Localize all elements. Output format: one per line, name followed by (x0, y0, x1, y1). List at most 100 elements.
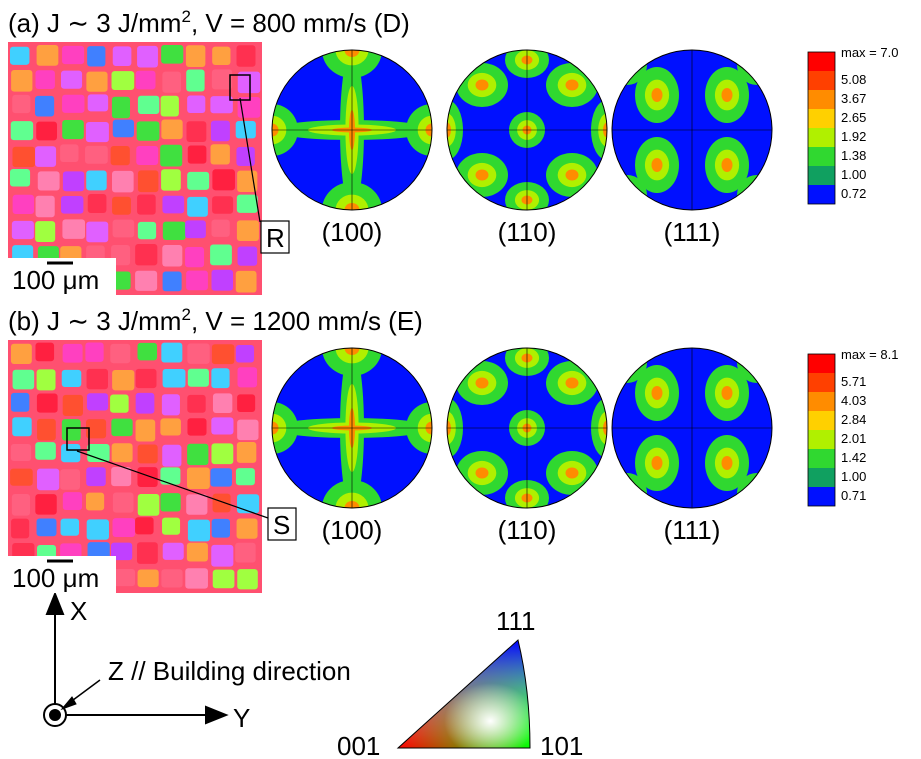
pf-contour (335, 492, 369, 508)
legend-label: 1.92 (841, 129, 866, 144)
region-label: R (266, 223, 285, 253)
legend-label: 2.01 (841, 431, 866, 446)
grain (137, 95, 160, 115)
grain (210, 244, 232, 266)
grain (237, 96, 261, 118)
grain (62, 219, 86, 239)
grain (61, 369, 82, 387)
pf-contour (335, 50, 369, 66)
region-label-box (260, 220, 290, 254)
grain (111, 170, 134, 193)
grain (60, 144, 79, 162)
pf-contour (322, 480, 382, 508)
scale-bar-label: 100 μm (12, 563, 99, 593)
pf-contour (622, 488, 632, 498)
grain (112, 369, 135, 391)
grain (37, 418, 56, 441)
legend-label: 2.84 (841, 412, 866, 427)
pf-contour (746, 352, 768, 374)
legend-swatch (808, 90, 835, 109)
grain (236, 442, 257, 463)
grain (37, 468, 60, 491)
grain (185, 246, 205, 268)
grain (160, 418, 181, 436)
legend-label: 1.38 (841, 148, 866, 163)
grain (12, 369, 35, 390)
pf-contour (598, 113, 607, 147)
y-axis-label: Y (233, 703, 250, 733)
grain (10, 343, 32, 364)
grain (137, 221, 157, 240)
grain (185, 45, 206, 67)
grain (111, 542, 133, 561)
pole-figure (272, 50, 432, 210)
grain (137, 170, 159, 193)
ipf-label-101: 101 (540, 731, 583, 759)
pf-contour (272, 402, 298, 454)
pf-contour (417, 413, 432, 443)
grain (12, 146, 36, 168)
grain (237, 246, 258, 266)
grain (111, 71, 135, 91)
pf-contour (447, 398, 463, 458)
grain (235, 270, 257, 293)
grain (212, 169, 235, 191)
grain (235, 344, 255, 363)
grain (162, 195, 185, 214)
grain (10, 444, 32, 462)
pf-contour (737, 175, 772, 210)
grain (110, 394, 129, 413)
grain (12, 543, 35, 561)
pf-contour (565, 377, 579, 389)
grain (86, 170, 107, 191)
grain (162, 271, 182, 292)
pf-contour (737, 473, 772, 508)
grain (162, 71, 181, 93)
grain (137, 444, 158, 464)
grain (112, 219, 135, 238)
grain (210, 120, 230, 142)
grain (86, 368, 109, 390)
ebsd-map (8, 42, 262, 295)
pf-contour (475, 79, 489, 91)
pf-contour (598, 411, 607, 445)
grain (187, 171, 210, 190)
grain (87, 94, 109, 112)
legend-swatch (808, 109, 835, 128)
grain (62, 171, 85, 192)
grain (62, 492, 83, 511)
title-superscript: 2 (181, 7, 190, 26)
grain (62, 45, 85, 65)
pf-contour (616, 482, 638, 504)
grain (187, 196, 208, 217)
legend-label: 5.08 (841, 72, 866, 87)
pf-contour (322, 182, 382, 210)
grain (187, 418, 207, 436)
grain (237, 569, 258, 590)
grain (112, 196, 131, 215)
legend-label: 2.65 (841, 110, 866, 125)
pf-outline (611, 347, 773, 509)
coordinate-axes (43, 591, 229, 727)
region-leader (76, 450, 269, 519)
legend-swatch (808, 185, 835, 204)
pf-outline (271, 49, 433, 211)
grain (112, 46, 132, 66)
pf-contour (752, 488, 762, 498)
grain (161, 169, 181, 191)
pf-contour (603, 122, 607, 138)
grain (36, 121, 58, 141)
pf-contour (616, 54, 638, 76)
grain (35, 95, 55, 117)
grain (60, 518, 80, 536)
grain (137, 45, 158, 68)
grain (62, 94, 85, 113)
pf-contour (272, 421, 279, 435)
grain (11, 70, 33, 92)
pf-contour (475, 467, 489, 479)
grain (187, 394, 206, 413)
grain (186, 494, 208, 515)
grain (35, 442, 56, 460)
grain (160, 493, 181, 512)
